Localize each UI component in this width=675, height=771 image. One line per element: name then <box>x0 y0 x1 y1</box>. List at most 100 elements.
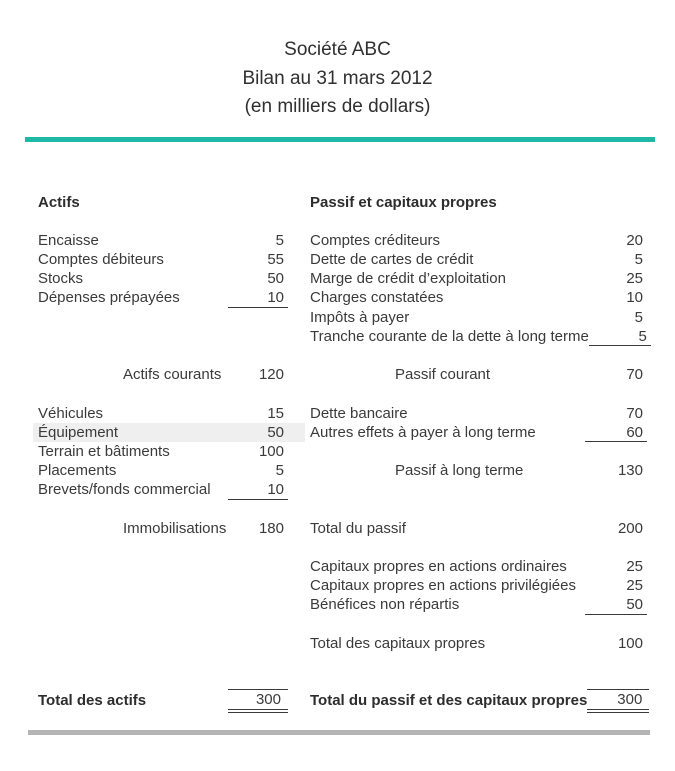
account-label: Placements <box>38 462 117 480</box>
account-label: Comptes créditeurs <box>310 231 441 249</box>
right-entry: Autres effets à payer à long terme 60 <box>310 423 647 442</box>
balance-row: Brevets/fonds commercial 10 <box>38 480 647 500</box>
balance-row: Dépenses prépayées 10 Charges constatées 1… <box>38 288 647 308</box>
account-value: 50 <box>267 423 284 441</box>
subtotal-label: Passif à long terme <box>395 462 524 480</box>
balance-row: Placements 5 Passif à long terme 130 <box>38 461 647 480</box>
account-label <box>38 576 228 595</box>
subtotal-label: Actifs courants <box>123 366 222 384</box>
account-label <box>310 480 585 499</box>
left-entry: Véhicules 15 <box>38 404 288 423</box>
total-value: 300 <box>228 689 288 713</box>
subtotal-value: 70 <box>626 366 643 384</box>
account-label: Dette de cartes de crédit <box>310 251 474 269</box>
subtotal-label: Immobilisations <box>123 519 227 537</box>
account-label <box>38 595 228 614</box>
balance-row: Capitaux propres en actions privilégiées… <box>38 576 647 595</box>
balance-row-highlighted: Équipement 50 Autres effets à payer à lon… <box>38 422 647 442</box>
account-label: Bénéfices non répartis <box>310 596 460 614</box>
subtotal-row: Immobilisations 180 Total du passif 200 <box>38 519 647 538</box>
account-value: 70 <box>626 404 643 422</box>
account-value-underlined: 10 <box>228 480 288 500</box>
account-value <box>228 327 288 346</box>
account-value <box>585 442 647 461</box>
account-value: 5 <box>634 308 643 326</box>
account-label <box>38 557 228 576</box>
top-accent-divider <box>25 136 655 142</box>
blank-row <box>38 615 647 634</box>
account-label: Comptes débiteurs <box>38 251 164 269</box>
section-header-row: Actifs Passif et capitaux propres <box>38 193 647 212</box>
liabilities-equity-header: Passif et capitaux propres <box>310 193 497 211</box>
blank-row <box>38 500 647 519</box>
subtotal-row: Total des capitaux propres 100 <box>38 634 647 653</box>
subtotal-value: 130 <box>617 462 643 480</box>
left-entry: Total des actifs 300 <box>38 689 288 713</box>
left-entry <box>38 327 288 346</box>
left-entry <box>38 308 288 327</box>
bottom-divider <box>28 729 650 735</box>
assets-header: Actifs <box>38 193 80 211</box>
total-label: Total des actifs <box>38 692 147 710</box>
left-entry <box>38 557 288 576</box>
right-entry: Dette bancaire 70 <box>310 404 647 423</box>
balance-row: Impôts à payer 5 <box>38 308 647 327</box>
account-value: 15 <box>267 404 284 422</box>
account-label <box>38 308 228 327</box>
left-entry: Dépenses prépayées 10 <box>38 288 288 308</box>
left-entry: Immobilisations 180 <box>38 519 288 538</box>
document-title: Société ABC Bilan au 31 mars 2012 (en mi… <box>0 0 675 122</box>
right-entry <box>310 480 647 499</box>
right-entry: Charges constatées 10 <box>310 288 647 307</box>
account-value: 50 <box>267 270 284 288</box>
account-value <box>228 595 288 614</box>
left-entry: Placements 5 <box>38 461 288 480</box>
account-value: 100 <box>617 634 643 652</box>
balance-sheet: Actifs Passif et capitaux propres Encais… <box>0 193 675 713</box>
left-entry: Brevets/fonds commercial 10 <box>38 480 288 500</box>
total-label: Total du passif et des capitaux propres <box>310 692 588 710</box>
account-value: 55 <box>267 251 284 269</box>
right-entry: Capitaux propres en actions ordinaires 25 <box>310 557 647 576</box>
account-label <box>310 442 585 461</box>
account-value <box>228 634 288 653</box>
left-entry <box>38 595 288 614</box>
blank-row <box>38 653 647 672</box>
right-entry: Total du passif 200 <box>310 519 647 538</box>
account-value: 5 <box>634 251 643 269</box>
right-entry: Passif courant 70 <box>310 365 647 384</box>
left-entry <box>38 634 288 653</box>
right-entry: Impôts à payer 5 <box>310 308 647 327</box>
balance-row: Tranche courante de la dette à long term… <box>38 327 651 346</box>
account-value: 25 <box>626 270 643 288</box>
balance-row: Véhicules 15 Dette bancaire 70 <box>38 404 647 423</box>
account-label: Autres effets à payer à long terme <box>310 423 536 441</box>
account-value <box>228 576 288 595</box>
account-label: Tranche courante de la dette à long term… <box>310 327 589 345</box>
account-label: Impôts à payer <box>310 308 410 326</box>
balance-row: Encaisse 5 Comptes créditeurs 20 <box>38 231 647 250</box>
left-entry-highlighted: Équipement 50 <box>38 422 288 442</box>
left-entry: Encaisse 5 <box>38 231 288 250</box>
account-label: Terrain et bâtiments <box>38 442 170 460</box>
account-label: Marge de crédit d’exploitation <box>310 270 506 288</box>
account-value: 20 <box>626 231 643 249</box>
left-entry <box>38 576 288 595</box>
account-label: Stocks <box>38 270 84 288</box>
account-value-underlined: 60 <box>585 423 647 442</box>
subtotal-value: 180 <box>258 519 284 537</box>
right-entry: Dette de cartes de crédit 5 <box>310 250 647 269</box>
right-entry: Total du passif et des capitaux propres 3… <box>310 689 650 713</box>
account-label: Encaisse <box>38 231 99 249</box>
account-value: 200 <box>617 519 643 537</box>
left-entry: Stocks 50 <box>38 269 288 288</box>
right-entry <box>310 442 647 461</box>
grand-total-row: Total des actifs 300 Total du passif et d… <box>38 689 650 713</box>
account-value-underlined: 10 <box>228 288 288 308</box>
account-label: Dépenses prépayées <box>38 289 180 307</box>
units-note: (en milliers de dollars) <box>244 96 431 117</box>
company-name: Société ABC <box>284 39 391 60</box>
right-entry: Comptes créditeurs 20 <box>310 231 647 250</box>
left-entry: Actifs courants 120 <box>38 365 288 384</box>
account-value: 25 <box>626 558 643 576</box>
